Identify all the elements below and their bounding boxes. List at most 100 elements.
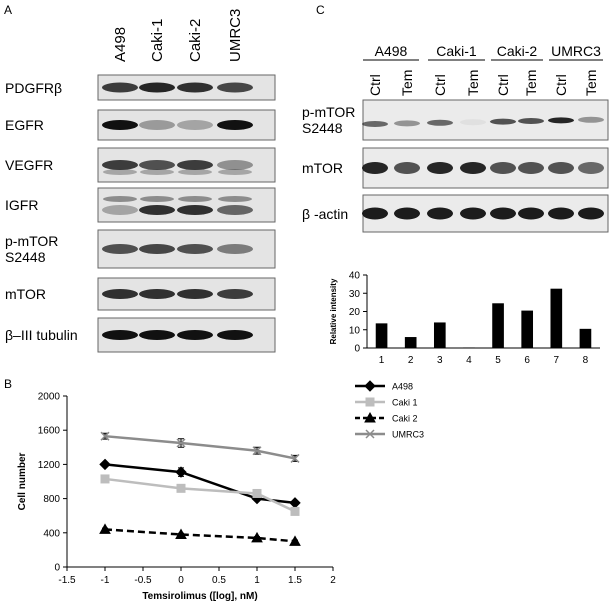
protein-label: VEGFR — [5, 157, 54, 173]
x-tick-label: 0 — [178, 575, 184, 586]
protein-label: β–III tubulin — [5, 327, 78, 343]
marker — [252, 446, 262, 456]
band — [217, 82, 253, 93]
marker — [176, 483, 186, 493]
band — [178, 196, 212, 202]
band — [102, 244, 138, 254]
lane-label: Ctrl — [553, 74, 569, 96]
band — [217, 244, 253, 254]
y-axis-label: Relative intensity — [329, 278, 338, 344]
band — [518, 118, 544, 124]
band — [102, 289, 138, 299]
y-tick-label: 10 — [349, 325, 361, 336]
lane-label: Tem — [523, 70, 539, 96]
marker — [100, 431, 110, 441]
band — [139, 160, 175, 170]
band — [218, 196, 252, 202]
band — [139, 330, 175, 340]
band — [427, 162, 453, 174]
band — [362, 207, 388, 220]
band — [177, 120, 213, 130]
protein-label: mTOR — [302, 160, 343, 176]
band — [177, 205, 213, 215]
band — [548, 117, 574, 124]
marker — [175, 466, 187, 478]
x-tick-label: 2 — [408, 355, 414, 366]
legend-marker — [365, 397, 375, 407]
panel-label: B — [4, 377, 12, 391]
marker — [290, 453, 300, 463]
bar — [550, 288, 563, 348]
group-label: UMRC3 — [551, 43, 601, 59]
lane-label: Ctrl — [367, 74, 383, 96]
y-tick-label: 400 — [43, 528, 60, 539]
band — [177, 330, 213, 340]
legend-marker — [364, 380, 376, 392]
lane-label: Ctrl — [495, 74, 511, 96]
series-line — [104, 477, 296, 513]
x-tick-label: 7 — [554, 355, 560, 366]
legend-label: Caki 1 — [392, 398, 418, 408]
band — [518, 207, 544, 220]
band — [218, 169, 252, 175]
x-tick-label: 5 — [495, 355, 501, 366]
band — [102, 160, 138, 170]
y-tick-label: 30 — [349, 289, 361, 300]
legend-label: UMRC3 — [392, 430, 424, 440]
band — [139, 244, 175, 254]
bar — [375, 323, 388, 348]
y-tick-label: 0 — [54, 563, 60, 574]
x-tick-label: 1 — [254, 575, 260, 586]
bar — [404, 337, 417, 348]
band — [394, 120, 420, 127]
y-tick-label: 20 — [349, 307, 361, 318]
band — [177, 289, 213, 299]
x-tick-label: 1 — [379, 355, 385, 366]
group-label: A498 — [375, 43, 408, 59]
protein-label: β -actin — [302, 205, 349, 222]
marker — [175, 528, 187, 540]
band — [217, 289, 253, 299]
band — [460, 207, 486, 220]
protein-label: PDGFRβ — [5, 79, 63, 96]
protein-label: mTOR — [5, 286, 46, 302]
y-tick-label: 0 — [354, 344, 360, 355]
group-label: Caki-2 — [497, 43, 538, 59]
band — [427, 119, 453, 126]
lane-label: Ctrl — [432, 74, 448, 96]
band — [102, 82, 138, 93]
panel-label: A — [4, 3, 12, 17]
panel-label: C — [316, 3, 325, 17]
band — [139, 120, 175, 130]
band — [217, 205, 253, 215]
x-tick-label: -0.5 — [134, 575, 152, 586]
group-label: Caki-1 — [436, 43, 477, 59]
series-line — [104, 463, 296, 505]
x-tick-label: -1 — [101, 575, 110, 586]
bar — [521, 310, 534, 348]
marker — [176, 438, 186, 448]
legend-label: Caki 2 — [392, 414, 418, 424]
band — [217, 120, 253, 130]
marker — [99, 523, 111, 534]
band — [140, 169, 174, 175]
series-line — [104, 528, 296, 543]
marker — [99, 458, 111, 471]
band — [217, 330, 253, 340]
band — [177, 160, 213, 170]
x-axis-label: Temsirolimus ([log], nM) — [142, 591, 257, 601]
band — [102, 120, 138, 130]
lane-label: Caki-1 — [149, 19, 166, 62]
band — [217, 160, 253, 170]
band — [139, 82, 175, 93]
y-axis-label: Cell number — [17, 453, 28, 511]
band — [490, 162, 516, 174]
bar — [463, 347, 475, 348]
band — [427, 207, 453, 220]
x-tick-label: 8 — [583, 355, 589, 366]
band — [103, 169, 137, 175]
legend-label: A498 — [392, 382, 413, 392]
band — [490, 118, 516, 125]
